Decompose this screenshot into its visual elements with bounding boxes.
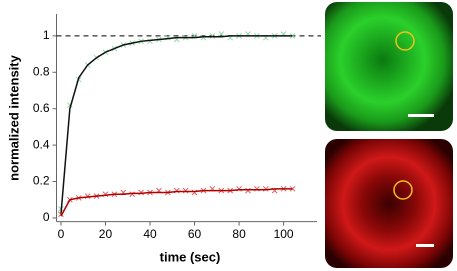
data-point — [200, 34, 207, 41]
data-point — [254, 185, 260, 192]
x-tick-label: 100 — [274, 227, 294, 241]
x-tick-label: 60 — [188, 227, 202, 241]
red-image — [325, 139, 453, 268]
green-image — [325, 2, 453, 131]
x-tick-label: 80 — [232, 227, 246, 241]
x-tick-label: 0 — [58, 227, 65, 241]
y-tick-label: 1 — [43, 28, 50, 42]
x-tick-label: 20 — [99, 227, 113, 241]
data-point — [289, 185, 296, 192]
data-point — [245, 187, 251, 194]
data-point — [262, 185, 269, 192]
fit-line — [60, 35, 293, 215]
y-axis-title: normalized intensity — [6, 54, 21, 180]
data-point — [218, 31, 225, 37]
data-point — [182, 187, 189, 194]
fit-line — [60, 188, 293, 217]
y-tick-label: 0 — [43, 210, 50, 224]
x-axis-title: time (sec) — [160, 249, 221, 264]
y-tick-label: 0.8 — [33, 64, 50, 78]
y-tick-label: 0.4 — [33, 137, 50, 151]
y-tick-label: 0.2 — [33, 174, 50, 188]
data-point — [138, 189, 144, 196]
data-point — [209, 32, 216, 39]
x-tick-label: 40 — [143, 227, 157, 241]
data-point — [129, 191, 136, 198]
data-point — [289, 32, 296, 39]
y-tick-label: 0.6 — [33, 101, 50, 115]
